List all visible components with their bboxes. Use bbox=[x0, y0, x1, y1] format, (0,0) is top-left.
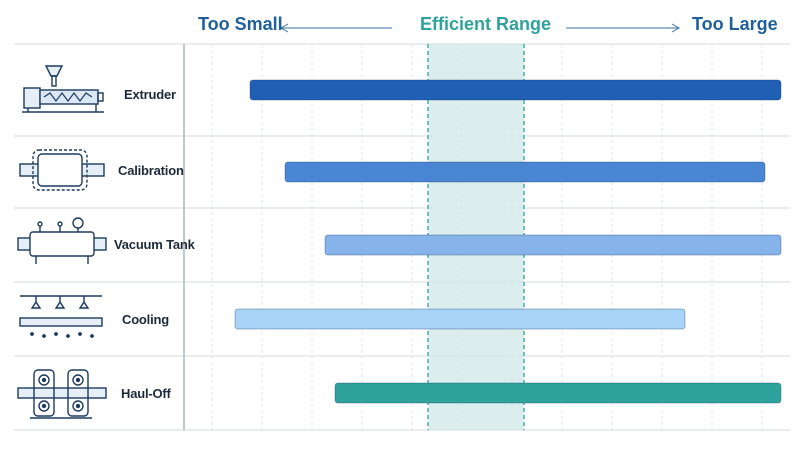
efficient-range-label: Efficient Range bbox=[420, 14, 552, 34]
row-label-vacuum-tank: Vacuum Tank bbox=[114, 237, 195, 252]
range-bar-vacuum-tank bbox=[324, 234, 782, 256]
range-bar-haul-off bbox=[334, 382, 782, 404]
too-small-arrowhead bbox=[279, 23, 289, 33]
bars bbox=[234, 79, 782, 404]
range-bar-cooling bbox=[234, 308, 686, 330]
calibration-icon bbox=[19, 149, 105, 191]
haul-off-icon bbox=[17, 369, 107, 419]
extruder-icon bbox=[22, 65, 104, 113]
row-label-haul-off: Haul-Off bbox=[121, 386, 171, 401]
range-bar-extruder bbox=[249, 79, 782, 101]
vacuum-tank-icon bbox=[17, 217, 107, 264]
row-label-cooling: Cooling bbox=[122, 312, 169, 327]
too-small-label: Too Small bbox=[198, 14, 283, 34]
header-arrows bbox=[279, 23, 681, 33]
row-label-calibration: Calibration bbox=[118, 163, 184, 178]
too-large-label: Too Large bbox=[692, 14, 778, 34]
too-large-arrowhead bbox=[671, 23, 681, 33]
cooling-icon bbox=[19, 295, 103, 338]
range-bar-calibration bbox=[284, 161, 766, 183]
row-icons bbox=[17, 65, 107, 419]
row-label-extruder: Extruder bbox=[124, 87, 176, 102]
chart-header: Too Small Efficient Range Too Large bbox=[0, 0, 800, 46]
